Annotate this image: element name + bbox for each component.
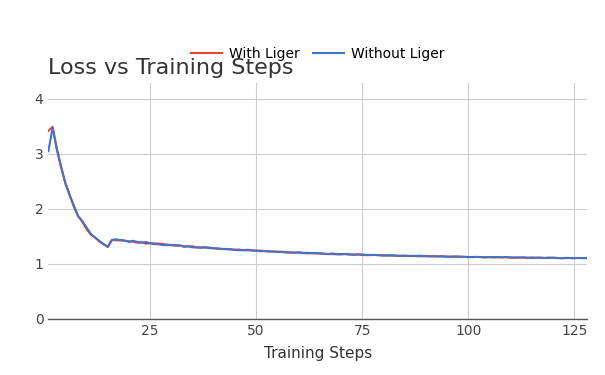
Line: With Liger: With Liger <box>48 127 587 258</box>
Without Liger <box>269 249 276 254</box>
With Liger <box>583 256 590 260</box>
Without Liger <box>329 252 336 257</box>
Legend: With Liger, Without Liger: With Liger, Without Liger <box>191 47 444 61</box>
Line: Without Liger: Without Liger <box>48 128 587 258</box>
With Liger <box>45 129 52 133</box>
With Liger <box>566 256 574 260</box>
With Liger <box>49 124 56 129</box>
Without Liger <box>558 256 565 260</box>
With Liger <box>329 251 336 256</box>
Text: Loss vs Training Steps: Loss vs Training Steps <box>48 58 294 78</box>
X-axis label: Training Steps: Training Steps <box>264 346 371 361</box>
With Liger <box>180 244 188 249</box>
Without Liger <box>49 126 56 130</box>
Without Liger <box>45 149 52 153</box>
Without Liger <box>566 256 574 260</box>
Without Liger <box>583 256 590 260</box>
Without Liger <box>180 244 188 249</box>
With Liger <box>558 256 565 261</box>
Without Liger <box>248 248 255 253</box>
With Liger <box>248 248 255 253</box>
With Liger <box>511 255 518 260</box>
Without Liger <box>511 255 518 260</box>
With Liger <box>269 249 276 254</box>
